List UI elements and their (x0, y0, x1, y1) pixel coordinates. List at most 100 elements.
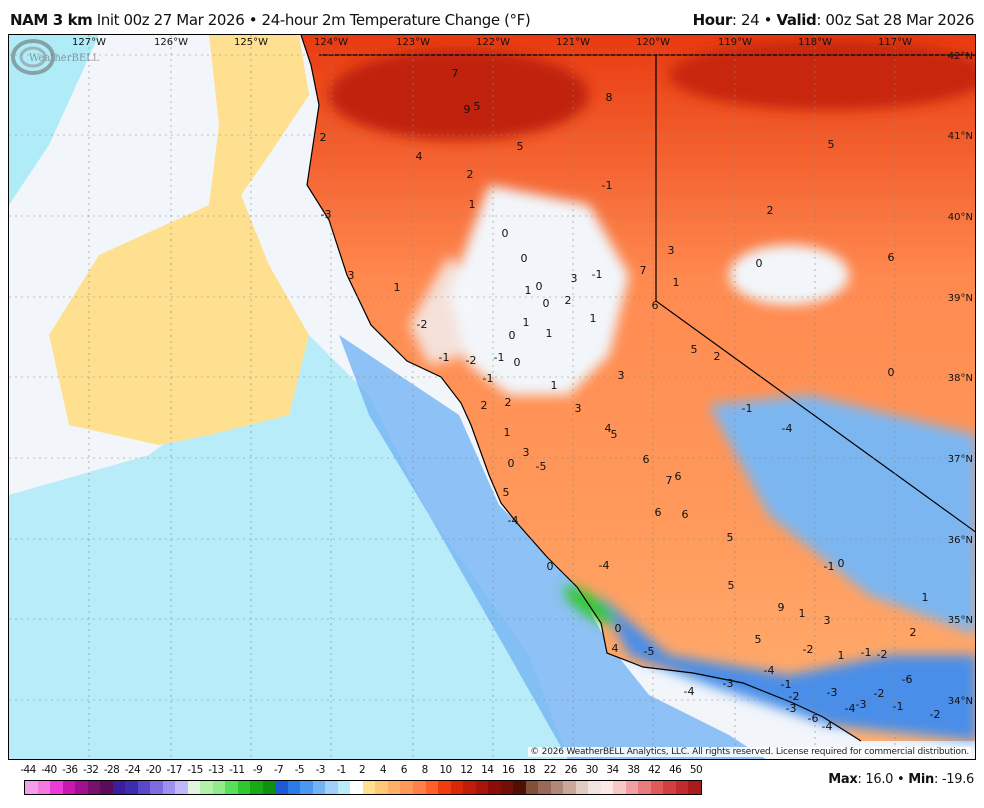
colorbar-swatch (250, 781, 263, 794)
ocean-cool-nw (9, 35, 99, 205)
separator: • (763, 11, 773, 29)
value-label: 5 (691, 343, 698, 356)
colorbar-swatch (50, 781, 63, 794)
colorbar-swatch (350, 781, 363, 794)
value-label: -6 (902, 673, 913, 686)
value-label: 3 (348, 269, 355, 282)
model-name: NAM 3 km (10, 11, 93, 29)
value-label: -2 (930, 708, 941, 721)
colorbar-tick: 8 (421, 764, 429, 776)
colorbar-tick: 14 (481, 764, 494, 776)
colorbar-tick: -44 (20, 764, 36, 776)
value-label: 3 (668, 244, 675, 257)
value-label: -2 (803, 643, 814, 656)
value-label: 6 (652, 299, 659, 312)
min-label: Min (908, 772, 934, 787)
separator: • (248, 11, 258, 29)
map-canvas: 127°W 126°W 125°W 124°W 123°W 122°W 121°W 120°W… (9, 35, 975, 759)
value-label: -1 (592, 268, 603, 281)
value-label: 7 (452, 67, 459, 80)
max-value: 16.0 (865, 772, 894, 787)
value-label: -6 (808, 712, 819, 725)
value-label: 0 (888, 366, 895, 379)
value-label: 5 (828, 138, 835, 151)
central-valley-neutral (449, 185, 629, 395)
latitude-label: 38°N (948, 373, 973, 384)
colorbar-tick: -32 (82, 764, 99, 776)
colorbar-swatch (525, 781, 539, 794)
value-label: -4 (508, 514, 519, 527)
value-label: -2 (874, 687, 885, 700)
colorbar-tick: 42 (648, 764, 661, 776)
value-label: -2 (877, 648, 888, 661)
value-label: -2 (789, 690, 800, 703)
value-label: 5 (727, 531, 734, 544)
latitude-labels: 42°N 41°N 40°N 39°N 38°N 37°N 36°N 35°N 34°N (948, 51, 973, 707)
longitude-label: 125°W (234, 37, 268, 48)
colorbar-swatch (563, 781, 576, 794)
copyright-notice: © 2026 WeatherBELL Analytics, LLC. All r… (528, 747, 971, 757)
value-label: 5 (503, 486, 510, 499)
value-label: 0 (547, 560, 554, 573)
colorbar-swatch (62, 781, 76, 794)
value-label: -4 (684, 685, 695, 698)
temperature-change-map: 127°W 126°W 125°W 124°W 123°W 122°W 121°W 120°W… (8, 34, 976, 760)
value-label: 1 (590, 312, 597, 325)
colorbar-tick: -20 (145, 764, 162, 776)
colorbar-swatch (287, 781, 301, 794)
longitude-label: 118°W (798, 37, 832, 48)
colorbar-swatch (112, 781, 126, 794)
colorbar-tick: 18 (522, 764, 536, 776)
hour-label: Hour (692, 11, 733, 29)
value-label: 0 (543, 297, 550, 310)
value-label: 2 (714, 350, 721, 363)
value-label: 5 (474, 100, 481, 113)
value-label: 2 (481, 399, 488, 412)
ocean-warm-area (49, 35, 309, 445)
value-label: 1 (551, 379, 558, 392)
weatherbell-logo: WeatherBELL (11, 39, 100, 75)
value-label: 1 (673, 276, 680, 289)
colorbar-tick: 10 (439, 764, 452, 776)
value-label: -1 (781, 678, 792, 691)
colorbar-swatch (575, 781, 589, 794)
colorbar-tick: -15 (187, 764, 203, 776)
colorbar-swatch (375, 781, 388, 794)
colorbar-tick: -5 (294, 764, 305, 776)
colorbar-swatch (538, 781, 551, 794)
longitude-label: 126°W (154, 37, 188, 48)
colorbar-tick: 50 (689, 764, 703, 776)
value-label: 9 (778, 601, 785, 614)
value-label: 0 (615, 622, 622, 635)
init-time: Init 00z 27 Mar 2026 (96, 11, 245, 29)
latitude-label: 42°N (948, 51, 973, 62)
colorbar-swatch (137, 781, 151, 794)
colorbar-tick: -17 (166, 764, 182, 776)
value-label: 2 (767, 204, 774, 217)
colorbar-swatch (463, 781, 476, 794)
colorbar-tick: 4 (379, 764, 387, 776)
forecast-hour: 24 (740, 11, 760, 29)
value-label: 5 (611, 428, 618, 441)
colorbar-swatch (625, 781, 639, 794)
value-label: -4 (822, 720, 833, 733)
value-label: -1 (824, 560, 835, 573)
value-label: 1 (394, 281, 401, 294)
coastline (300, 35, 862, 742)
value-label: 3 (571, 272, 578, 285)
value-label: 1 (469, 198, 476, 211)
latitude-label: 37°N (948, 454, 973, 465)
warm-core-north (329, 50, 589, 140)
longitude-label: 124°W (314, 37, 348, 48)
min-value: -19.6 (941, 772, 974, 787)
colorbar-swatch (187, 781, 201, 794)
value-label: 0 (508, 457, 515, 470)
value-label: 8 (606, 91, 613, 104)
value-label: -1 (602, 179, 613, 192)
value-label: 3 (575, 402, 582, 415)
colorbar-swatch (312, 781, 326, 794)
colorbar-tick: -13 (208, 764, 224, 776)
colorbar-swatch (325, 781, 338, 794)
colorbar-tick: 46 (669, 764, 682, 776)
value-label: 1 (838, 649, 845, 662)
